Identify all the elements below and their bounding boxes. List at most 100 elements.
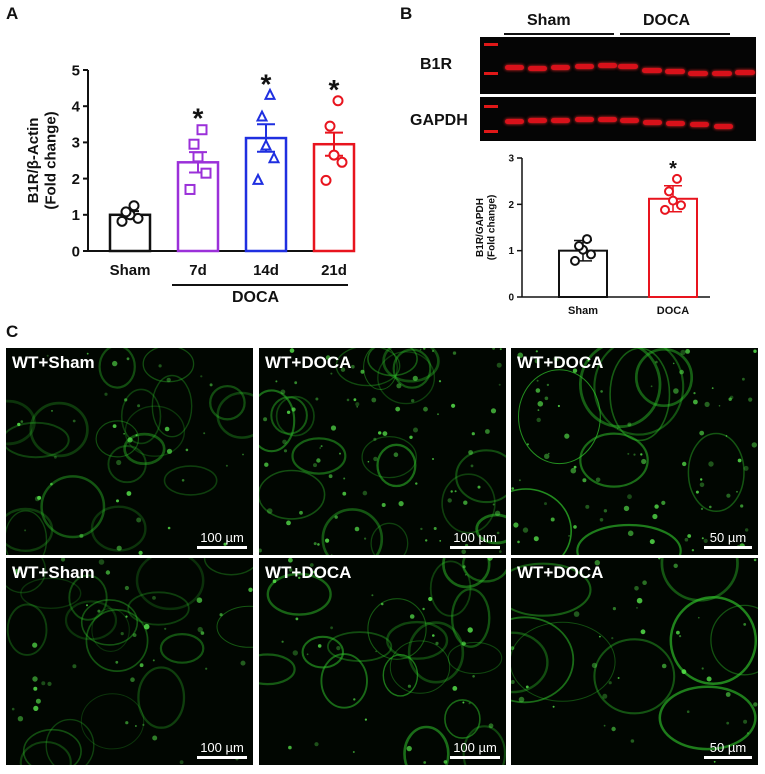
- data-point: [192, 151, 204, 163]
- b1r-band: [551, 65, 570, 70]
- scale-bar: 100 µm: [450, 530, 500, 549]
- category-label: 7d: [189, 262, 207, 279]
- data-point: [324, 120, 336, 132]
- data-point: [332, 95, 344, 107]
- scale-bar: 50 µm: [704, 530, 752, 549]
- data-point: [336, 156, 348, 168]
- bar: [244, 136, 288, 253]
- micrograph-panel: WT+DOCA 100 µm: [259, 558, 506, 765]
- scale-bar: 50 µm: [704, 740, 752, 759]
- micrograph-label: WT+DOCA: [265, 353, 352, 372]
- blot-row-gapdh: [480, 97, 756, 141]
- b1r-band: [575, 64, 594, 69]
- y-tick-label: 0: [508, 293, 514, 304]
- data-point: [586, 249, 596, 260]
- scale-bar-line: [704, 546, 752, 549]
- data-point: [184, 183, 196, 195]
- b1r-band: [618, 64, 638, 69]
- data-point: [672, 173, 682, 184]
- ladder-marker: [484, 130, 498, 133]
- scale-bar: 100 µm: [450, 740, 500, 759]
- gapdh-band: [528, 118, 547, 123]
- doca-group-line: [172, 284, 348, 286]
- scale-bar-line: [197, 546, 247, 549]
- scale-bar-label: 100 µm: [200, 740, 244, 755]
- scale-bar-line: [450, 546, 500, 549]
- scale-bar-label: 100 µm: [453, 740, 497, 755]
- scale-bar: 100 µm: [197, 530, 247, 549]
- data-point: [328, 149, 340, 161]
- blot-doca-line: [620, 33, 730, 35]
- bar: [176, 161, 220, 253]
- micrograph-label: WT+DOCA: [517, 563, 604, 582]
- data-point: [263, 87, 277, 100]
- y-tick-label: 5: [72, 62, 80, 79]
- blot-b1r-label: B1R: [420, 56, 453, 73]
- micrograph-panel: WT+Sham 100 µm: [6, 558, 253, 765]
- data-point: [582, 234, 592, 245]
- category-label: DOCA: [657, 305, 689, 317]
- chart-b-bar-chart: 0 1 2 3 B1R/GAPDH(Fold change) Sham * DOCA: [475, 154, 710, 317]
- significance-star: *: [329, 74, 340, 105]
- gapdh-band: [551, 118, 570, 123]
- panel-label-c: C: [6, 322, 19, 341]
- chart-a-bar-chart: 0 1 2 3 4 5 B1R/β-Actin(Fold change) Sham * 7d * 14…: [25, 62, 356, 279]
- category-label: Sham: [110, 262, 151, 279]
- category-label: 14d: [253, 262, 279, 279]
- blot-sham-label: Sham: [527, 12, 571, 29]
- scale-bar: 100 µm: [197, 740, 247, 759]
- micrograph-label: WT+DOCA: [265, 563, 352, 582]
- data-point: [251, 172, 265, 185]
- data-point: [188, 138, 200, 150]
- gapdh-band: [690, 122, 709, 127]
- micrograph-panel: WT+Sham 100 µm: [6, 348, 253, 555]
- micrograph-panel: WT+DOCA 50 µm: [511, 558, 758, 765]
- category-label: Sham: [568, 305, 598, 317]
- blot-sham-line: [504, 33, 614, 35]
- data-point: [664, 186, 674, 197]
- fluorescence-image: [6, 558, 253, 765]
- panel-label-a: A: [6, 4, 19, 23]
- panel-label-b: B: [400, 4, 413, 23]
- b1r-band: [688, 71, 708, 76]
- significance-star: *: [261, 68, 272, 99]
- y-axis-label: B1R/β-Actin(Fold change): [25, 111, 59, 209]
- micrograph-panel: WT+DOCA 100 µm: [259, 348, 506, 555]
- data-point: [267, 150, 281, 164]
- fluorescence-image: [511, 558, 758, 763]
- significance-star: *: [193, 103, 204, 134]
- scale-bar-line: [704, 756, 752, 759]
- y-tick-label: 2: [508, 200, 514, 211]
- scale-bar-label: 50 µm: [709, 740, 747, 755]
- b1r-band: [642, 68, 662, 73]
- b1r-band: [712, 71, 732, 76]
- bar: [648, 197, 698, 299]
- micrograph-label: WT+Sham: [12, 353, 95, 372]
- data-point: [660, 204, 670, 215]
- blot-doca-label: DOCA: [643, 12, 691, 29]
- fluorescence-image: [511, 348, 757, 555]
- b1r-band: [598, 63, 617, 68]
- ladder-marker: [484, 43, 498, 46]
- gapdh-band: [666, 121, 685, 126]
- gapdh-band: [575, 117, 594, 122]
- data-point: [574, 241, 584, 252]
- y-tick-label: 3: [508, 154, 514, 165]
- y-tick-label: 3: [72, 135, 80, 152]
- significance-star: *: [669, 158, 677, 180]
- data-point: [259, 138, 273, 151]
- scale-bar-label: 50 µm: [709, 530, 747, 545]
- b1r-band: [505, 65, 524, 70]
- data-point: [320, 174, 332, 186]
- scale-bar-line: [197, 756, 247, 759]
- fluorescence-image: [6, 348, 253, 555]
- fluorescence-image: [259, 348, 506, 555]
- data-point: [200, 167, 212, 179]
- fluorescence-image: [259, 558, 506, 765]
- gapdh-band: [598, 117, 617, 122]
- data-point: [116, 215, 128, 227]
- y-tick-label: 2: [72, 171, 80, 188]
- b1r-band: [665, 69, 685, 74]
- scale-bar-label: 100 µm: [200, 530, 244, 545]
- blot-gapdh-label: GAPDH: [410, 112, 468, 129]
